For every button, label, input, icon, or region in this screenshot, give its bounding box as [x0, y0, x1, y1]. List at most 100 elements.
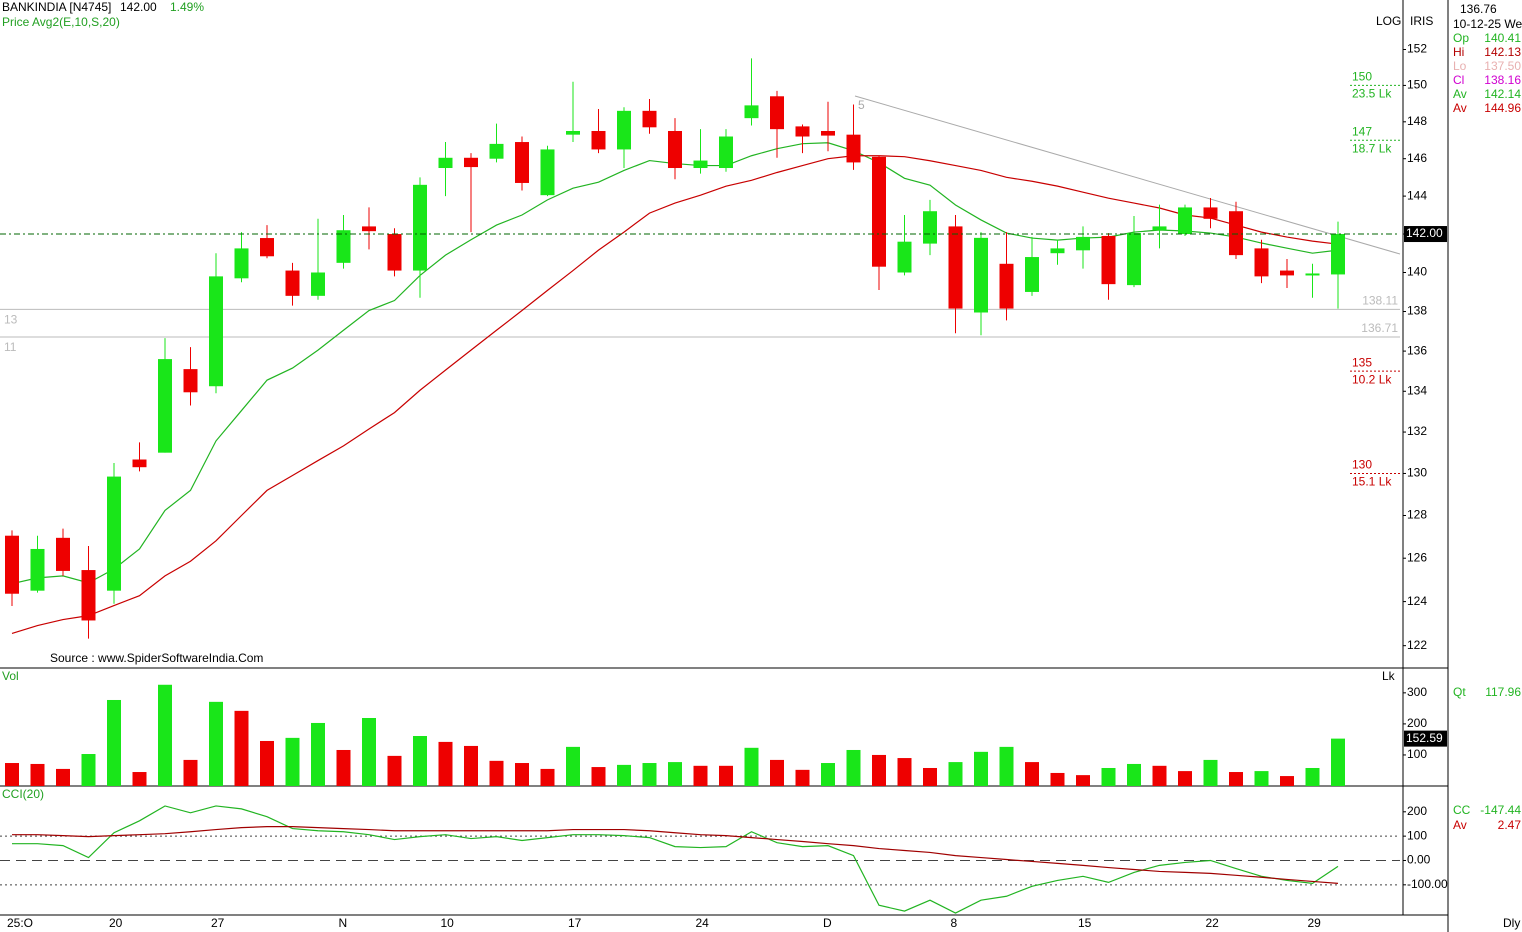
volume-bar: [591, 767, 606, 786]
info-label: CC: [1453, 803, 1471, 817]
candle-body: [974, 237, 988, 313]
candle-body: [132, 459, 147, 468]
volume-bar: [5, 763, 19, 786]
candle-body: [948, 226, 963, 309]
volume-bar: [999, 746, 1014, 786]
candle-body: [234, 248, 249, 279]
x-tick-label: 27: [211, 916, 225, 930]
candle-body: [821, 130, 835, 136]
candle-body: [642, 110, 657, 128]
x-tick-label: 22: [1206, 916, 1220, 930]
volume-bar: [974, 751, 988, 786]
candle-body: [897, 241, 912, 273]
candle-body: [1101, 235, 1116, 285]
cci-line: [12, 826, 1339, 884]
x-tick-label: 25:O: [7, 916, 33, 930]
target-price: 147: [1352, 124, 1372, 138]
candle-body: [1203, 207, 1218, 219]
info-label: Cl: [1453, 73, 1464, 87]
source: Source : www.SpiderSoftwareIndia.Com: [50, 651, 263, 665]
candle-body: [693, 160, 708, 169]
volume-bar: [693, 765, 708, 786]
volume-bar: [183, 759, 198, 786]
level-tag: 13: [4, 313, 18, 327]
volume-bar: [285, 737, 300, 786]
x-tick-label: N: [339, 916, 348, 930]
info-value: -147.44: [1480, 803, 1521, 817]
y-tick-label: 144: [1407, 188, 1427, 202]
y-tick-label: 136: [1407, 343, 1427, 357]
chart-title: BANKINDIA [N4745]: [2, 0, 111, 14]
candle-body: [260, 238, 274, 257]
info-price: 136.76: [1460, 2, 1497, 16]
candle-body: [1152, 226, 1167, 231]
info-value: 2.47: [1498, 818, 1522, 832]
candle-body: [923, 211, 937, 244]
volume-bar: [642, 763, 657, 786]
candle-body: [413, 184, 427, 271]
y-tick-label: 150: [1407, 78, 1427, 92]
candle-body: [336, 230, 351, 263]
volume-bar: [1101, 767, 1116, 786]
volume-bar: [234, 710, 249, 786]
candle-body: [1229, 211, 1243, 256]
candle-body: [770, 96, 784, 130]
candle-body: [1331, 234, 1345, 275]
volume-bar: [56, 768, 70, 786]
x-tick-label: 17: [568, 916, 582, 930]
candle-body: [668, 130, 682, 169]
change: 1.49%: [170, 0, 204, 14]
info-label: Av: [1453, 101, 1467, 115]
candle-body: [719, 136, 733, 169]
candle-body: [30, 548, 45, 591]
candle-body: [362, 226, 376, 232]
volume-bar: [872, 754, 886, 786]
y-tick-label: 100: [1407, 828, 1427, 842]
volume-bar: [948, 762, 963, 786]
last-price-box: [1404, 226, 1447, 243]
candle-body: [158, 359, 172, 453]
target-price: 135: [1352, 355, 1372, 369]
volume-bar: [81, 754, 96, 786]
x-tick-label: 24: [696, 916, 710, 930]
volume-bar: [1305, 767, 1320, 786]
y-tick-label: 128: [1407, 508, 1427, 522]
volume-bar: [260, 740, 274, 786]
volume-bar: [770, 759, 784, 786]
candle-body: [311, 272, 325, 296]
info-label: Av: [1453, 87, 1467, 101]
candle-body: [107, 476, 121, 591]
level-label: 136.71: [1361, 321, 1398, 335]
volume-bar: [158, 684, 172, 786]
y-tick-label: 0.00: [1407, 853, 1431, 867]
x-tick-label: D: [823, 916, 832, 930]
volume-bar: [846, 749, 861, 786]
profile-label: IRIS: [1410, 14, 1433, 28]
target-price: 150: [1352, 70, 1372, 84]
y-tick-label: -100.00: [1407, 877, 1448, 891]
level-label: 138.11: [1362, 294, 1398, 308]
cci-title: CCI(20): [2, 787, 44, 801]
candle-body: [566, 130, 580, 135]
volume-title: Vol: [2, 669, 19, 683]
info-value: 140.41: [1484, 31, 1521, 45]
volume-bar: [362, 717, 376, 786]
y-tick-label: 124: [1407, 594, 1427, 608]
info-label: Av: [1453, 818, 1467, 832]
moving-average: [11, 155, 1339, 635]
volume-bar: [107, 699, 121, 786]
volume-bar: [1025, 762, 1039, 786]
trendline-label: 5: [858, 98, 865, 112]
last-price-tag: 142.00: [1406, 226, 1443, 240]
candle-body: [1050, 248, 1065, 254]
volume-bar: [1127, 763, 1141, 786]
volume-bar: [821, 763, 835, 786]
candle-body: [387, 234, 402, 271]
target-label: 15.1 Lk: [1352, 475, 1392, 489]
info-value: 142.14: [1484, 87, 1521, 101]
volume-bar: [515, 763, 529, 786]
volume-bar: [1076, 775, 1090, 786]
volume-bar: [1331, 738, 1345, 786]
target-label: 10.2 Lk: [1352, 372, 1392, 386]
info-value: 117.96: [1485, 685, 1521, 699]
